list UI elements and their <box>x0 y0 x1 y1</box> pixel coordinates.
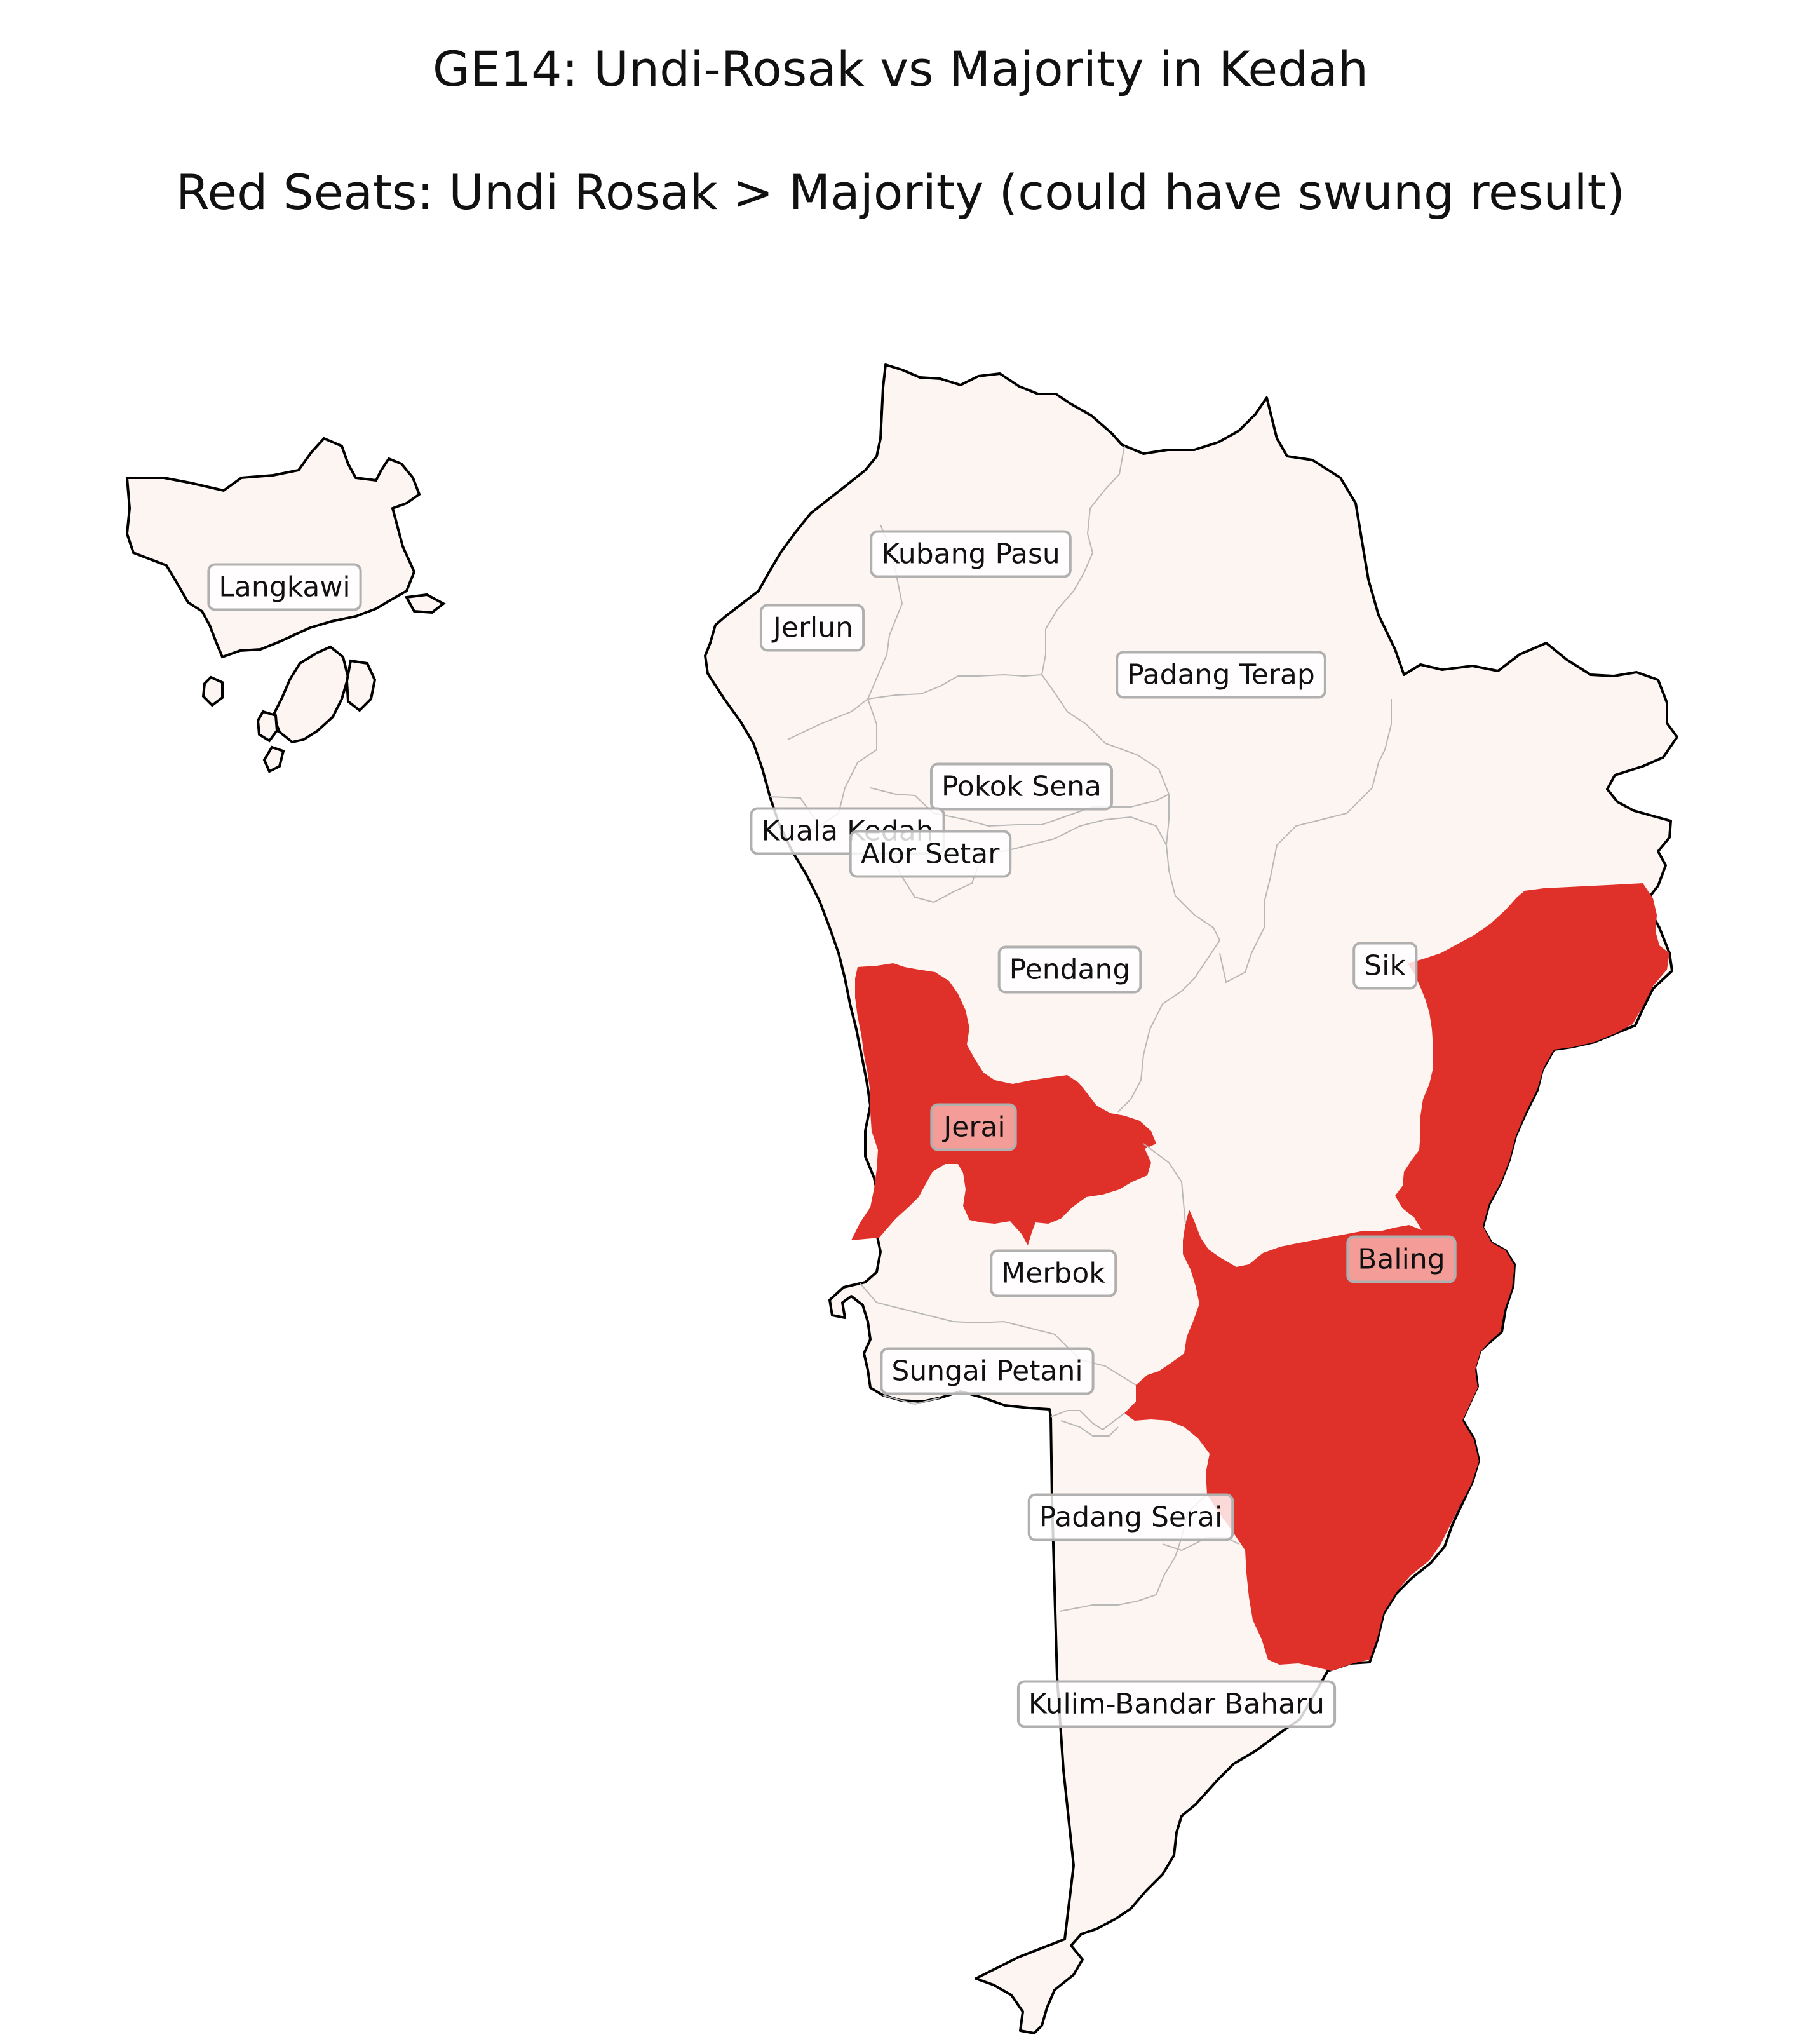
seat-label-box <box>880 1347 1095 1395</box>
seat-label-jerlun: Jerlun <box>759 604 865 652</box>
seat-label-text: Kubang Pasu <box>881 538 1060 571</box>
seat-label-baling: Baling <box>1346 1235 1457 1283</box>
seat-label-alor-setar: Alor Setar <box>849 830 1012 878</box>
map-subtitle: Red Seats: Undi Rosak > Majority (could … <box>175 164 1626 220</box>
seat-label-box <box>997 945 1142 994</box>
seat-label-sungai-petani: Sungai Petani <box>880 1347 1095 1395</box>
seat-label-text: Baling <box>1358 1243 1445 1276</box>
seat-label-kubang-pasu: Kubang Pasu <box>870 530 1072 578</box>
seat-label-text: Padang Terap <box>1127 659 1315 691</box>
seat-label-pendang: Pendang <box>997 945 1142 994</box>
seat-label-merbok: Merbok <box>990 1249 1117 1297</box>
seat-label-padang-terap: Padang Terap <box>1116 651 1326 699</box>
seat-label-padang-serai: Padang Serai <box>1027 1493 1234 1541</box>
seat-label-text: Jerlun <box>771 612 853 644</box>
seat-label-text: Merbok <box>1001 1257 1105 1290</box>
seat-label-text: Pendang <box>1009 954 1131 986</box>
seat-label-box <box>1027 1493 1234 1541</box>
seat-label-box <box>1116 651 1326 699</box>
seat-label-box <box>1352 942 1418 990</box>
seat-label-sik: Sik <box>1352 942 1418 990</box>
seat-labels: Langkawi Kubang Pasu Jerlun Padang Terap Pok… <box>207 530 1457 1728</box>
seat-label-box <box>929 762 1114 811</box>
seat-label-kulim-bandar-baharu: Kulim-Bandar Baharu <box>1016 1680 1337 1728</box>
seat-label-box <box>870 530 1072 578</box>
seat-label-box <box>930 1103 1017 1151</box>
seat-label-box <box>849 830 1012 878</box>
seat-label-text: Jerai <box>941 1111 1005 1144</box>
seat-label-box <box>1346 1235 1457 1283</box>
seat-label-text: Padang Serai <box>1039 1501 1223 1534</box>
seat-label-text: Sik <box>1364 950 1406 982</box>
seat-label-pokok-sena: Pokok Sena <box>929 762 1114 811</box>
seat-label-text: Sungai Petani <box>891 1355 1083 1388</box>
seat-label-langkawi: Langkawi <box>207 563 362 611</box>
seat-label-text: Alor Setar <box>861 838 1001 870</box>
seat-label-text: Langkawi <box>219 571 350 604</box>
seat-label-box <box>1016 1680 1337 1728</box>
map-title: GE14: Undi-Rosak vs Majority in Kedah <box>432 41 1369 97</box>
seat-label-box <box>207 563 362 611</box>
seat-label-text: Pokok Sena <box>941 771 1102 803</box>
seat-label-box <box>990 1249 1117 1297</box>
seat-label-jerai: Jerai <box>930 1103 1017 1151</box>
seat-label-box <box>759 604 865 652</box>
seat-label-text: Kulim-Bandar Baharu <box>1029 1688 1325 1721</box>
